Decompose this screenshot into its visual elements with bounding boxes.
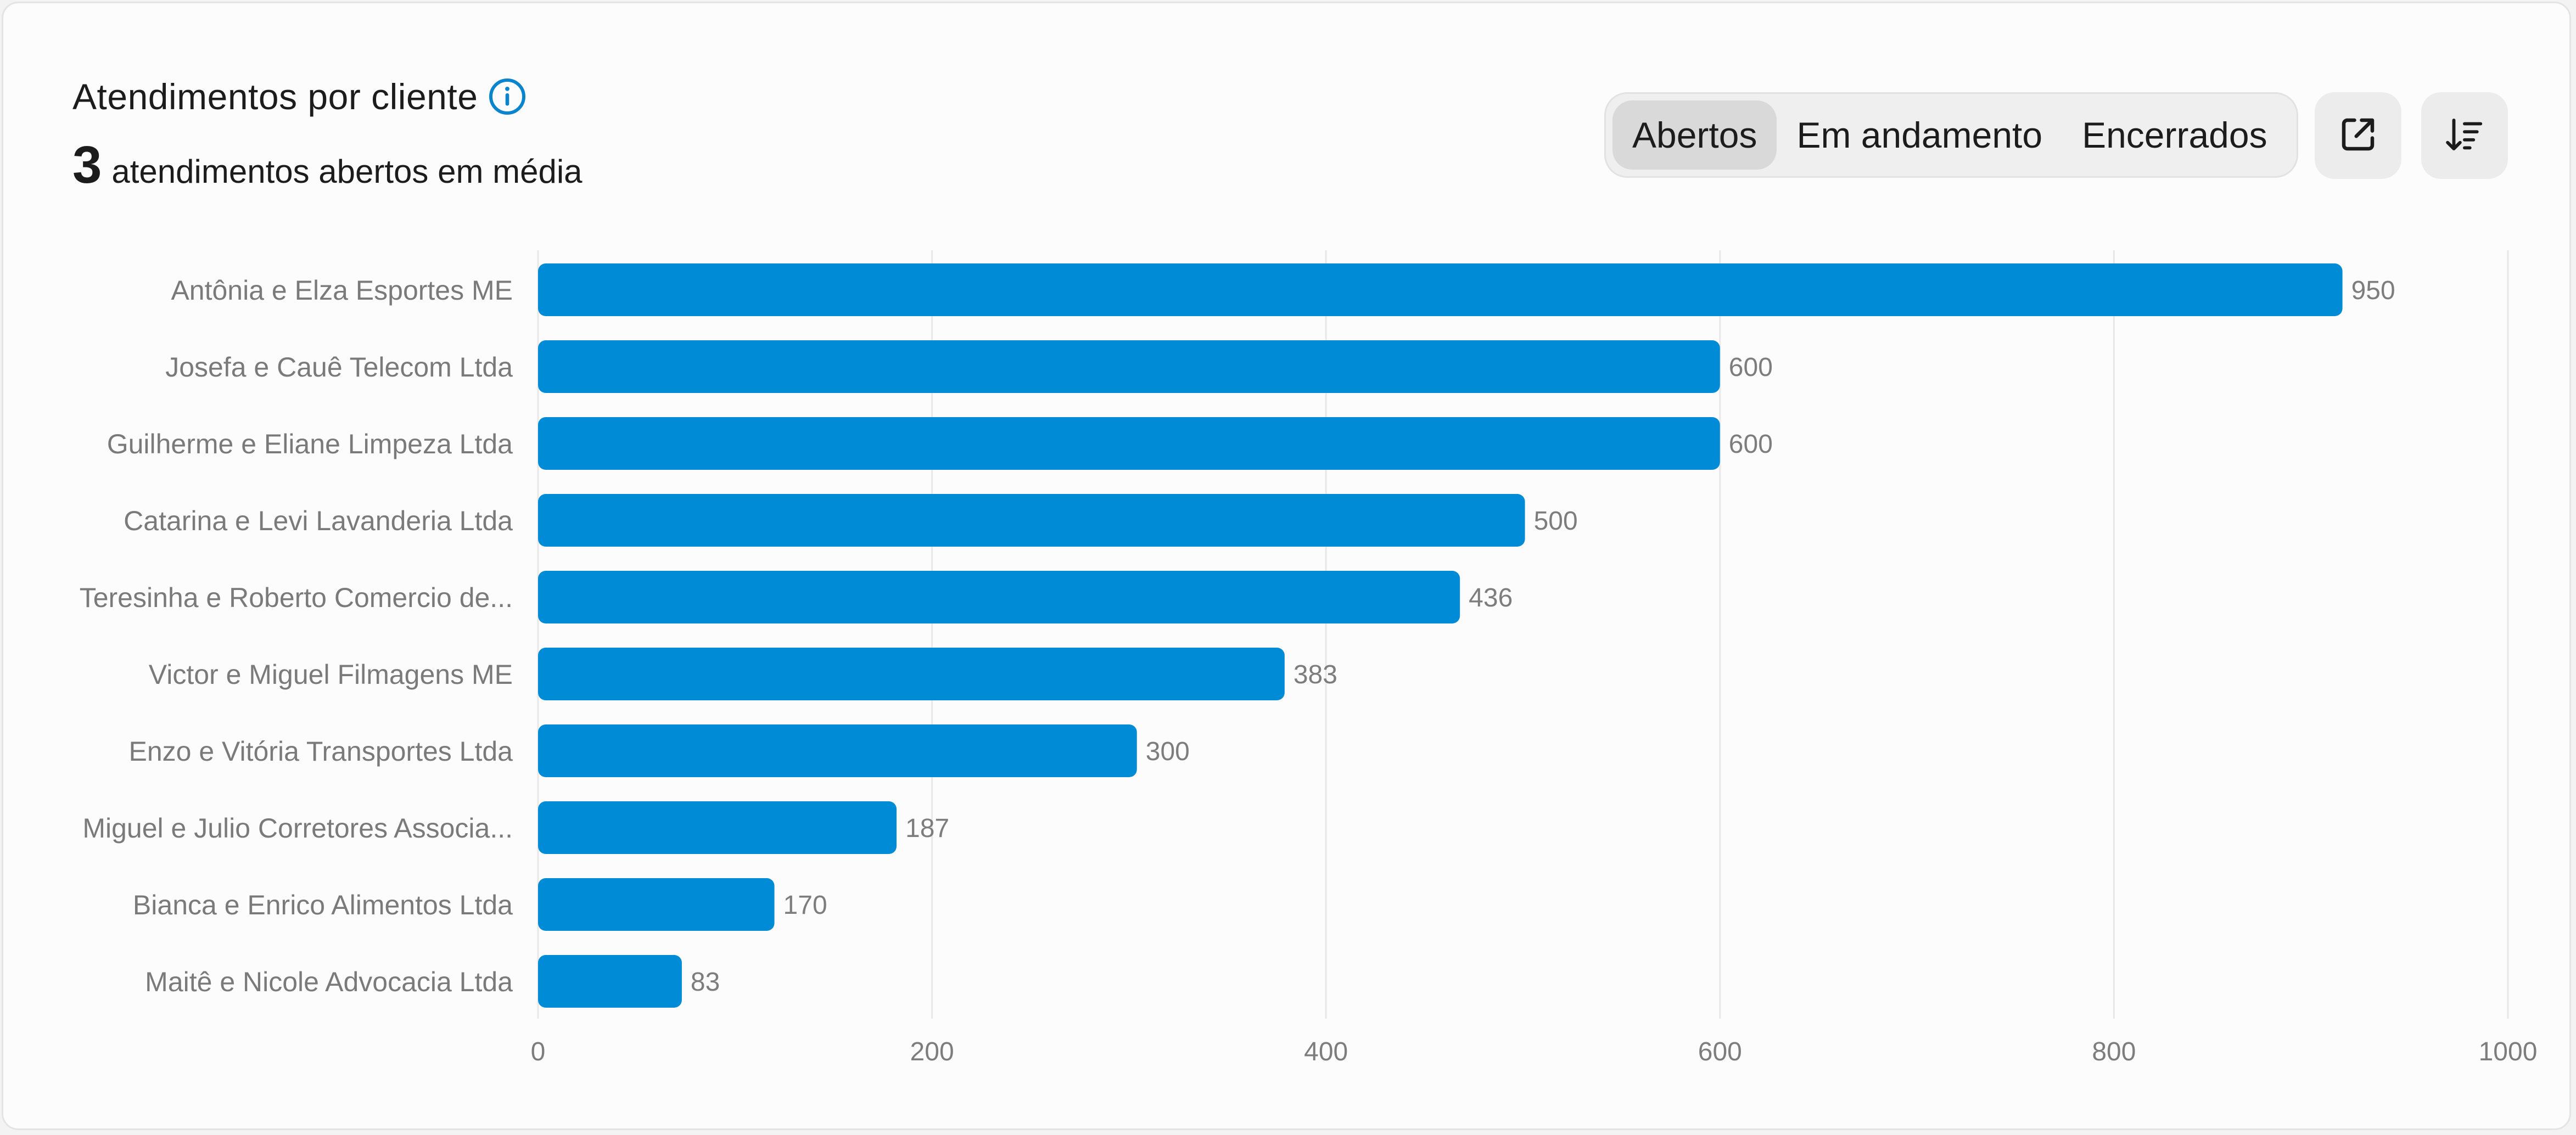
category-label: Enzo e Vitória Transportes Ltda <box>129 736 513 767</box>
external-link-icon <box>2337 113 2379 159</box>
bar-chart: 0 200 400 600 800 1000 Antônia e Elza Esportes… <box>80 250 2538 1066</box>
x-tick-label: 200 <box>910 1037 954 1066</box>
tab-abertos[interactable]: Abertos <box>1612 100 1777 170</box>
bar[interactable] <box>538 648 1285 700</box>
tab-em-andamento[interactable]: Em andamento <box>1796 115 2043 155</box>
average-text: atendimentos abertos em média <box>111 153 583 190</box>
value-label: 600 <box>1729 353 1773 382</box>
value-label: 300 <box>1146 737 1190 766</box>
bar[interactable] <box>538 878 775 931</box>
average-summary: 3 atendimentos abertos em média <box>72 135 583 195</box>
value-label: 600 <box>1729 430 1773 459</box>
value-label: 187 <box>905 814 949 843</box>
sort-descending-icon <box>2443 113 2486 159</box>
bar[interactable] <box>538 340 1720 393</box>
average-value: 3 <box>72 136 102 194</box>
title-row: Atendimentos por cliente <box>72 76 527 117</box>
bar[interactable] <box>538 571 1460 623</box>
value-label: 383 <box>1293 660 1337 689</box>
category-label: Guilherme e Eliane Limpeza Ltda <box>107 429 513 459</box>
export-button[interactable] <box>2315 92 2401 179</box>
value-label: 500 <box>1534 507 1578 536</box>
info-icon[interactable] <box>488 77 527 116</box>
category-label: Josefa e Cauê Telecom Ltda <box>165 352 513 383</box>
x-tick-label: 0 <box>531 1037 546 1066</box>
bar[interactable] <box>538 494 1525 547</box>
value-label: 170 <box>783 891 827 920</box>
category-label: Catarina e Levi Lavanderia Ltda <box>124 505 513 536</box>
x-tick-label: 1000 <box>2479 1037 2538 1066</box>
status-tabs: Abertos Em andamento Encerrados <box>1604 92 2298 178</box>
category-label: Antônia e Elza Esportes ME <box>171 275 513 306</box>
bar[interactable] <box>538 417 1720 470</box>
x-tick-label: 800 <box>2092 1037 2136 1066</box>
category-label: Maitê e Nicole Advocacia Ltda <box>145 967 513 997</box>
sort-button[interactable] <box>2421 92 2508 179</box>
bar[interactable] <box>538 955 682 1008</box>
bar[interactable] <box>538 801 897 854</box>
bar[interactable] <box>538 263 2343 316</box>
category-label: Bianca e Enrico Alimentos Ltda <box>133 890 513 920</box>
tab-encerrados[interactable]: Encerrados <box>2082 115 2267 155</box>
value-label: 436 <box>1469 583 1513 613</box>
category-label: Miguel e Julio Corretores Associa... <box>82 813 513 844</box>
value-label: 950 <box>2351 276 2395 305</box>
chart-title: Atendimentos por cliente <box>72 76 478 117</box>
x-tick-label: 600 <box>1698 1037 1742 1066</box>
bar[interactable] <box>538 724 1137 777</box>
x-tick-label: 400 <box>1304 1037 1348 1066</box>
category-label: Teresinha e Roberto Comercio de... <box>80 582 513 613</box>
value-label: 83 <box>691 968 720 997</box>
category-label: Victor e Miguel Filmagens ME <box>149 659 513 690</box>
